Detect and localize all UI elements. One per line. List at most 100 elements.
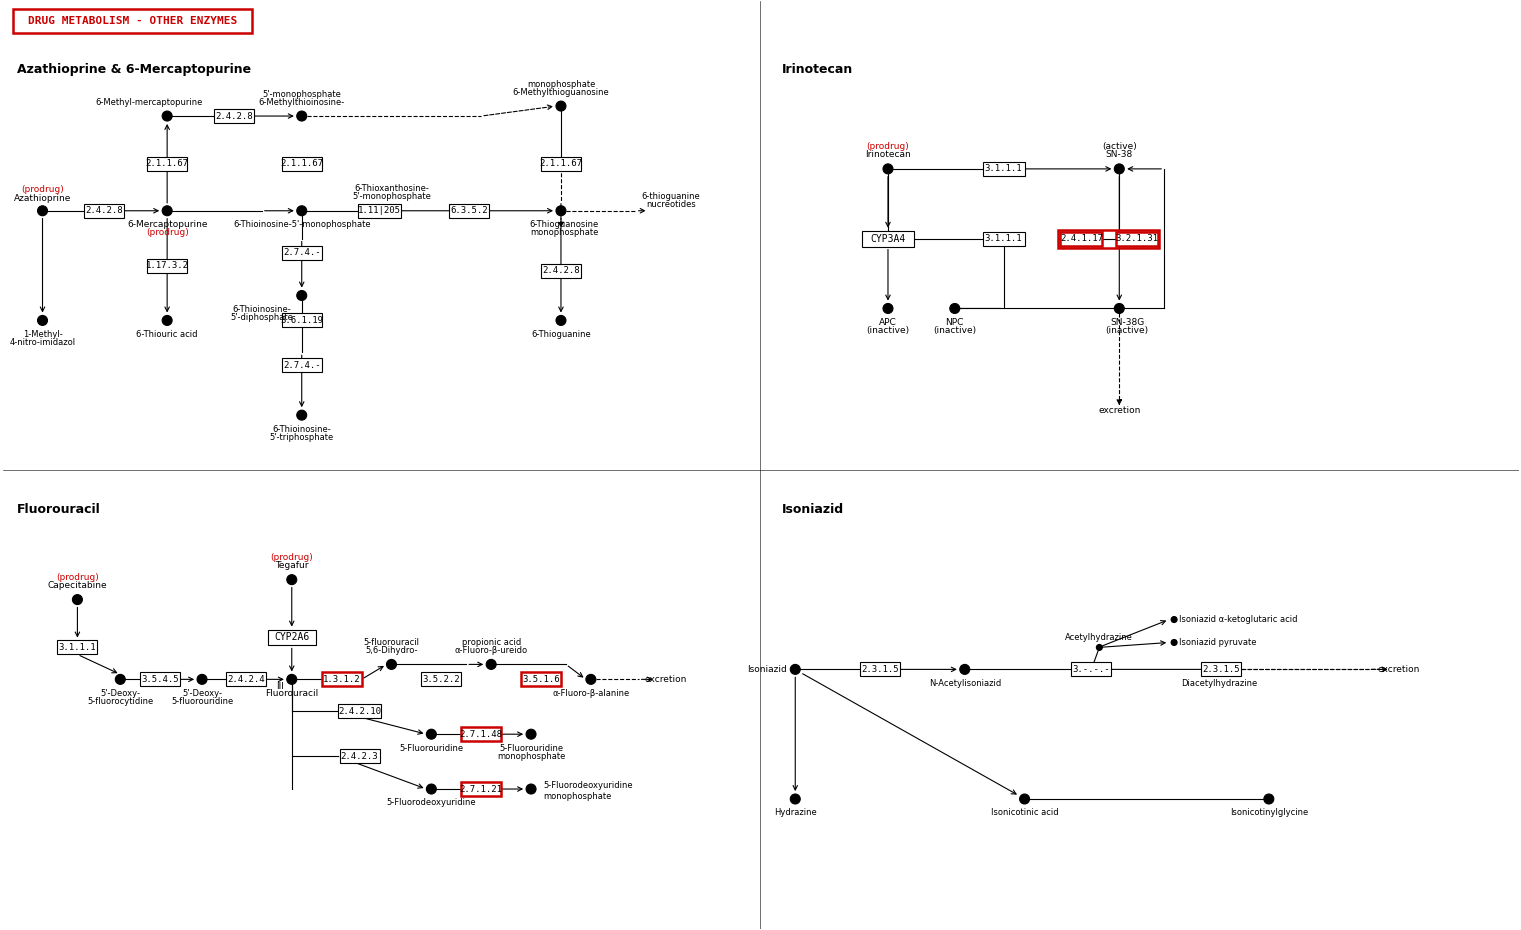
Circle shape: [1171, 640, 1177, 645]
Text: 6-Methylthioinosine-: 6-Methylthioinosine-: [259, 98, 345, 107]
FancyBboxPatch shape: [58, 641, 97, 655]
Text: (inactive): (inactive): [867, 326, 910, 335]
Text: propionic acid: propionic acid: [461, 638, 520, 647]
Circle shape: [386, 659, 397, 670]
Text: 6-Thioinosine-: 6-Thioinosine-: [272, 425, 332, 433]
Circle shape: [791, 794, 800, 804]
Text: Azathioprine: Azathioprine: [14, 194, 71, 204]
FancyBboxPatch shape: [140, 672, 179, 686]
Text: (prodrug): (prodrug): [146, 228, 189, 237]
FancyBboxPatch shape: [522, 672, 561, 686]
Circle shape: [38, 315, 47, 326]
Text: 3.1.1.1: 3.1.1.1: [984, 165, 1022, 173]
Text: 1.11|205: 1.11|205: [357, 206, 402, 215]
Text: DRUG METABOLISM - OTHER ENZYMES: DRUG METABOLISM - OTHER ENZYMES: [27, 17, 237, 26]
Text: 2.4.1.17: 2.4.1.17: [1060, 234, 1103, 243]
Text: (active): (active): [1101, 142, 1136, 152]
Circle shape: [426, 729, 437, 739]
FancyBboxPatch shape: [321, 672, 362, 686]
Circle shape: [557, 315, 566, 326]
Circle shape: [163, 315, 172, 326]
Circle shape: [1264, 794, 1273, 804]
Text: 6-Thioxanthosine-: 6-Thioxanthosine-: [354, 184, 429, 193]
Text: Azathioprine & 6-Mercaptopurine: Azathioprine & 6-Mercaptopurine: [17, 62, 251, 75]
Text: 2.4.2.8: 2.4.2.8: [85, 206, 123, 215]
Text: (prodrug): (prodrug): [867, 142, 910, 152]
FancyBboxPatch shape: [338, 704, 382, 718]
Text: 5-fluorouracil: 5-fluorouracil: [364, 638, 420, 647]
Text: 2.4.2.4: 2.4.2.4: [227, 675, 265, 684]
FancyBboxPatch shape: [227, 672, 266, 686]
FancyBboxPatch shape: [12, 9, 252, 33]
Text: 2.7.4.-: 2.7.4.-: [283, 361, 321, 370]
Circle shape: [791, 664, 800, 674]
Text: 5,6-Dihydro-: 5,6-Dihydro-: [365, 646, 418, 655]
Text: Fluorouracil: Fluorouracil: [265, 689, 318, 698]
Text: 5-fluorocytidine: 5-fluorocytidine: [87, 697, 154, 706]
FancyBboxPatch shape: [862, 231, 914, 246]
Text: nucreotides: nucreotides: [646, 200, 695, 209]
FancyBboxPatch shape: [461, 782, 500, 796]
Circle shape: [586, 674, 596, 684]
Circle shape: [198, 674, 207, 684]
FancyBboxPatch shape: [281, 358, 321, 372]
Text: 5-Fluorodeoxyuridine: 5-Fluorodeoxyuridine: [386, 799, 476, 807]
Text: 6-Thiouric acid: 6-Thiouric acid: [137, 330, 198, 339]
Circle shape: [297, 410, 307, 420]
Circle shape: [884, 164, 893, 174]
Text: (prodrug): (prodrug): [271, 553, 313, 563]
Text: 5'-monophosphate: 5'-monophosphate: [262, 89, 341, 99]
Circle shape: [116, 674, 125, 684]
FancyBboxPatch shape: [541, 263, 581, 277]
Text: 5'-Deoxy-: 5'-Deoxy-: [183, 689, 222, 698]
Circle shape: [1097, 644, 1103, 650]
Text: (inactive): (inactive): [934, 326, 976, 335]
FancyBboxPatch shape: [541, 157, 581, 171]
Text: 1.3.1.2: 1.3.1.2: [322, 675, 360, 684]
Text: monophosphate: monophosphate: [529, 228, 598, 237]
Text: 5'-Deoxy-: 5'-Deoxy-: [100, 689, 140, 698]
Circle shape: [297, 111, 307, 121]
Circle shape: [287, 575, 297, 585]
FancyBboxPatch shape: [214, 109, 254, 123]
FancyBboxPatch shape: [339, 750, 380, 764]
Text: Isonicotinylglycine: Isonicotinylglycine: [1229, 808, 1308, 817]
Text: 2.1.1.67: 2.1.1.67: [146, 159, 189, 168]
Text: 6-Thioinosine-5'-monophosphate: 6-Thioinosine-5'-monophosphate: [233, 220, 371, 229]
Circle shape: [526, 729, 535, 739]
Text: 5'-triphosphate: 5'-triphosphate: [269, 432, 335, 442]
Circle shape: [1171, 617, 1177, 622]
FancyBboxPatch shape: [859, 662, 900, 676]
Text: Isoniazid pyruvate: Isoniazid pyruvate: [1179, 638, 1256, 647]
Text: Isoniazid: Isoniazid: [747, 665, 788, 674]
Circle shape: [163, 206, 172, 216]
Text: 5-Fluorouridine: 5-Fluorouridine: [400, 744, 464, 752]
Text: 5'-monophosphate: 5'-monophosphate: [351, 193, 430, 201]
FancyBboxPatch shape: [1116, 232, 1157, 246]
Circle shape: [526, 784, 535, 794]
Text: 6-Methyl-mercaptopurine: 6-Methyl-mercaptopurine: [96, 98, 202, 107]
Text: 3.1.1.1: 3.1.1.1: [59, 643, 96, 652]
Text: 5'-diphosphate: 5'-diphosphate: [230, 312, 294, 322]
Circle shape: [73, 594, 82, 604]
Text: 3.1.1.1: 3.1.1.1: [984, 234, 1022, 243]
FancyBboxPatch shape: [268, 630, 316, 645]
Text: 3.5.1.6: 3.5.1.6: [522, 675, 560, 684]
Circle shape: [1115, 303, 1124, 313]
Text: SN-38G: SN-38G: [1110, 318, 1144, 327]
Circle shape: [557, 101, 566, 111]
Text: excretion: excretion: [645, 675, 687, 684]
FancyBboxPatch shape: [357, 204, 402, 218]
Text: CYP2A6: CYP2A6: [274, 632, 309, 643]
Text: 2.3.1.5: 2.3.1.5: [1202, 665, 1240, 674]
Circle shape: [426, 784, 437, 794]
FancyBboxPatch shape: [281, 157, 321, 171]
Text: 6-Thioinosine-: 6-Thioinosine-: [233, 305, 291, 314]
Circle shape: [163, 111, 172, 121]
Text: 6-Methylthioguanosine: 6-Methylthioguanosine: [513, 87, 610, 97]
Circle shape: [1115, 164, 1124, 174]
Circle shape: [287, 674, 297, 684]
Text: monophosphate: monophosphate: [497, 751, 566, 761]
Text: 6-Mercaptopurine: 6-Mercaptopurine: [126, 220, 207, 229]
Text: 2.7.1.48: 2.7.1.48: [459, 730, 503, 738]
